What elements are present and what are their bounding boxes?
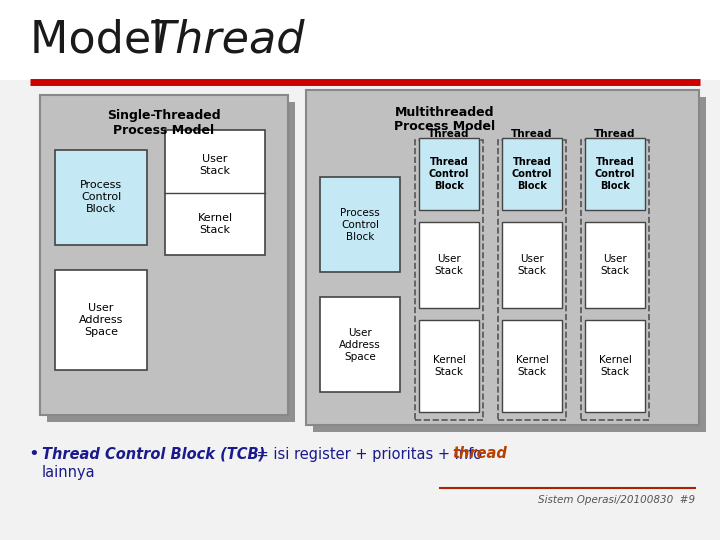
Bar <box>165 130 265 255</box>
Text: Kernel
Stack: Kernel Stack <box>433 355 465 377</box>
Text: = isi register + prioritas + info: = isi register + prioritas + info <box>252 447 487 462</box>
Bar <box>585 138 645 210</box>
Text: •: • <box>28 445 39 463</box>
Bar <box>0 0 720 80</box>
Text: Kernel
Stack: Kernel Stack <box>598 355 631 377</box>
Text: Multithreaded: Multithreaded <box>395 105 495 118</box>
Bar <box>40 95 288 415</box>
Text: Thread: Thread <box>511 129 553 139</box>
Text: User
Stack: User Stack <box>600 254 629 276</box>
Text: Sistem Operasi/20100830  #9: Sistem Operasi/20100830 #9 <box>538 495 695 505</box>
Text: Thread: Thread <box>428 129 469 139</box>
Bar <box>306 90 699 425</box>
Text: Process
Control
Block: Process Control Block <box>340 208 380 241</box>
Bar <box>55 150 147 245</box>
Text: Thread: Thread <box>148 18 305 62</box>
Text: User
Stack: User Stack <box>518 254 546 276</box>
Text: Thread
Control
Block: Thread Control Block <box>428 157 469 191</box>
Text: Thread
Control
Block: Thread Control Block <box>512 157 552 191</box>
Text: Kernel
Stack: Kernel Stack <box>197 213 233 235</box>
Bar <box>320 297 400 392</box>
Text: Thread Control Block (TCB): Thread Control Block (TCB) <box>42 447 265 462</box>
Text: Process Model: Process Model <box>114 124 215 137</box>
Bar <box>585 320 645 412</box>
Text: Single-Threaded: Single-Threaded <box>107 109 221 122</box>
Bar <box>502 320 562 412</box>
Text: Kernel
Stack: Kernel Stack <box>516 355 549 377</box>
Text: Process Model: Process Model <box>395 120 495 133</box>
Bar <box>419 138 479 210</box>
Text: lainnya: lainnya <box>42 464 96 480</box>
Bar <box>419 222 479 308</box>
Bar <box>47 102 295 422</box>
Text: User
Address
Space: User Address Space <box>339 328 381 362</box>
Bar <box>313 97 706 432</box>
Bar <box>498 140 566 420</box>
Text: Thread
Control
Block: Thread Control Block <box>595 157 635 191</box>
Text: thread: thread <box>452 447 507 462</box>
Bar <box>419 320 479 412</box>
Text: User
Stack: User Stack <box>199 154 230 176</box>
Bar <box>320 177 400 272</box>
Bar <box>585 222 645 308</box>
Bar <box>55 270 147 370</box>
Text: Thread: Thread <box>594 129 636 139</box>
Text: User
Address
Space: User Address Space <box>78 303 123 336</box>
Text: Model: Model <box>30 18 178 62</box>
Text: Process
Control
Block: Process Control Block <box>80 180 122 214</box>
Text: User
Stack: User Stack <box>434 254 464 276</box>
Bar <box>415 140 483 420</box>
Bar <box>581 140 649 420</box>
Bar <box>502 222 562 308</box>
Bar <box>502 138 562 210</box>
